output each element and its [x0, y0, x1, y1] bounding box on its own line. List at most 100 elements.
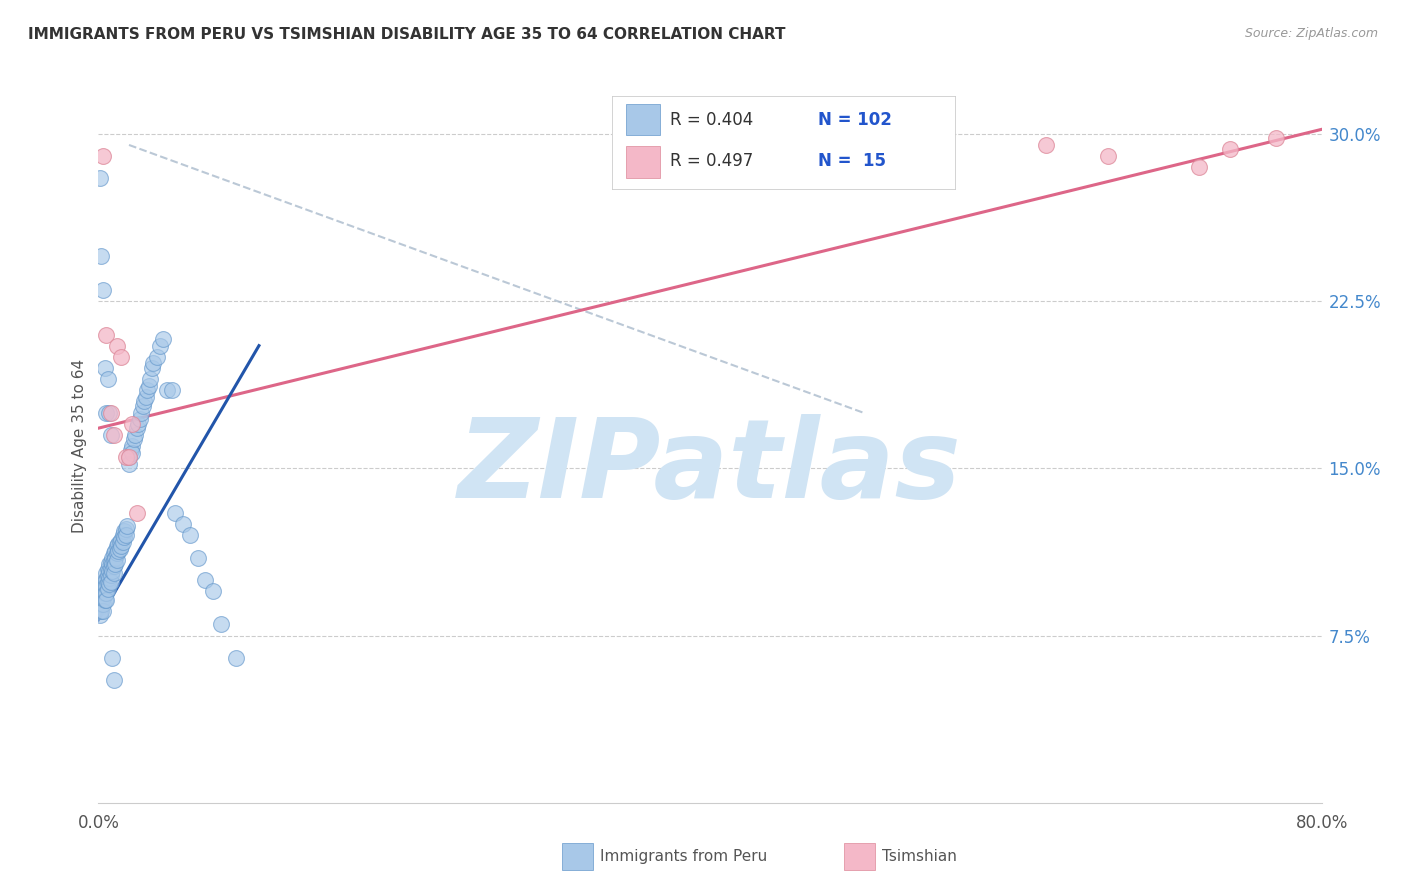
Point — [100, 568, 122, 582]
Point — [103, 673, 125, 687]
Point — [121, 439, 143, 453]
Point — [121, 417, 143, 431]
Point — [135, 390, 157, 404]
Point — [103, 559, 125, 574]
Point — [90, 604, 112, 618]
Point — [156, 384, 179, 398]
Point — [97, 574, 120, 589]
Point — [128, 412, 150, 426]
Point — [160, 384, 183, 398]
Point — [93, 573, 115, 587]
Point — [100, 555, 122, 569]
Text: Source: ZipAtlas.com: Source: ZipAtlas.com — [1244, 27, 1378, 40]
Point — [141, 360, 163, 375]
Point — [118, 450, 141, 465]
Point — [179, 528, 201, 542]
Text: IMMIGRANTS FROM PERU VS TSIMSHIAN DISABILITY AGE 35 TO 64 CORRELATION CHART: IMMIGRANTS FROM PERU VS TSIMSHIAN DISABI… — [28, 27, 786, 42]
Point — [101, 564, 124, 578]
Point — [121, 446, 143, 460]
Point — [104, 557, 127, 572]
Point — [129, 405, 152, 420]
Point — [94, 405, 117, 420]
Point — [187, 550, 209, 565]
Point — [115, 521, 138, 535]
Point — [98, 577, 121, 591]
Point — [89, 604, 111, 618]
Point — [112, 524, 135, 538]
Point — [136, 384, 159, 398]
Point — [97, 582, 120, 596]
Y-axis label: Disability Age 35 to 64: Disability Age 35 to 64 — [72, 359, 87, 533]
Point — [101, 651, 124, 665]
Point — [90, 249, 112, 264]
Point — [1219, 142, 1241, 157]
Point — [98, 557, 121, 572]
Point — [93, 360, 115, 375]
Point — [122, 433, 145, 447]
Point — [118, 450, 141, 465]
Point — [100, 574, 122, 589]
Point — [1097, 149, 1119, 163]
Point — [142, 356, 165, 371]
Point — [108, 541, 131, 556]
Point — [90, 591, 112, 605]
Point — [103, 546, 125, 560]
Point — [125, 506, 148, 520]
Text: Immigrants from Peru: Immigrants from Peru — [600, 849, 768, 863]
Point — [115, 450, 138, 465]
Point — [134, 394, 156, 409]
Point — [145, 350, 167, 364]
Point — [91, 583, 114, 598]
Point — [97, 568, 120, 582]
Point — [89, 599, 111, 614]
Point — [110, 350, 132, 364]
Point — [91, 604, 114, 618]
Point — [125, 421, 148, 435]
Point — [194, 573, 217, 587]
Point — [111, 528, 134, 542]
Point — [94, 586, 117, 600]
Point — [152, 332, 174, 346]
Point — [163, 506, 186, 520]
Point — [91, 283, 114, 297]
Point — [115, 528, 138, 542]
Point — [1188, 161, 1211, 175]
Point — [98, 571, 121, 585]
Point — [89, 595, 111, 609]
Point — [107, 537, 129, 551]
Point — [89, 171, 111, 186]
Point — [1035, 138, 1057, 153]
Point — [98, 564, 121, 578]
Point — [1264, 131, 1286, 145]
Point — [105, 546, 128, 560]
Point — [127, 417, 149, 431]
Point — [94, 327, 117, 342]
Point — [209, 617, 232, 632]
Point — [90, 598, 112, 612]
Point — [94, 580, 117, 594]
Point — [105, 552, 128, 567]
Point — [89, 608, 111, 623]
Point — [101, 557, 124, 572]
Point — [101, 550, 124, 565]
Point — [93, 592, 115, 607]
Point — [105, 539, 128, 553]
Point — [110, 533, 132, 547]
Point — [202, 583, 225, 598]
Point — [100, 427, 122, 442]
Point — [91, 598, 114, 612]
Point — [94, 573, 117, 587]
Point — [97, 372, 120, 386]
Text: Tsimshian: Tsimshian — [882, 849, 956, 863]
Point — [105, 338, 128, 352]
Point — [104, 550, 127, 565]
Point — [172, 517, 194, 532]
Point — [120, 443, 142, 458]
Point — [90, 583, 112, 598]
Point — [104, 543, 127, 558]
Point — [225, 651, 247, 665]
Point — [93, 580, 115, 594]
Point — [103, 427, 125, 442]
Point — [107, 543, 129, 558]
Point — [108, 534, 131, 549]
